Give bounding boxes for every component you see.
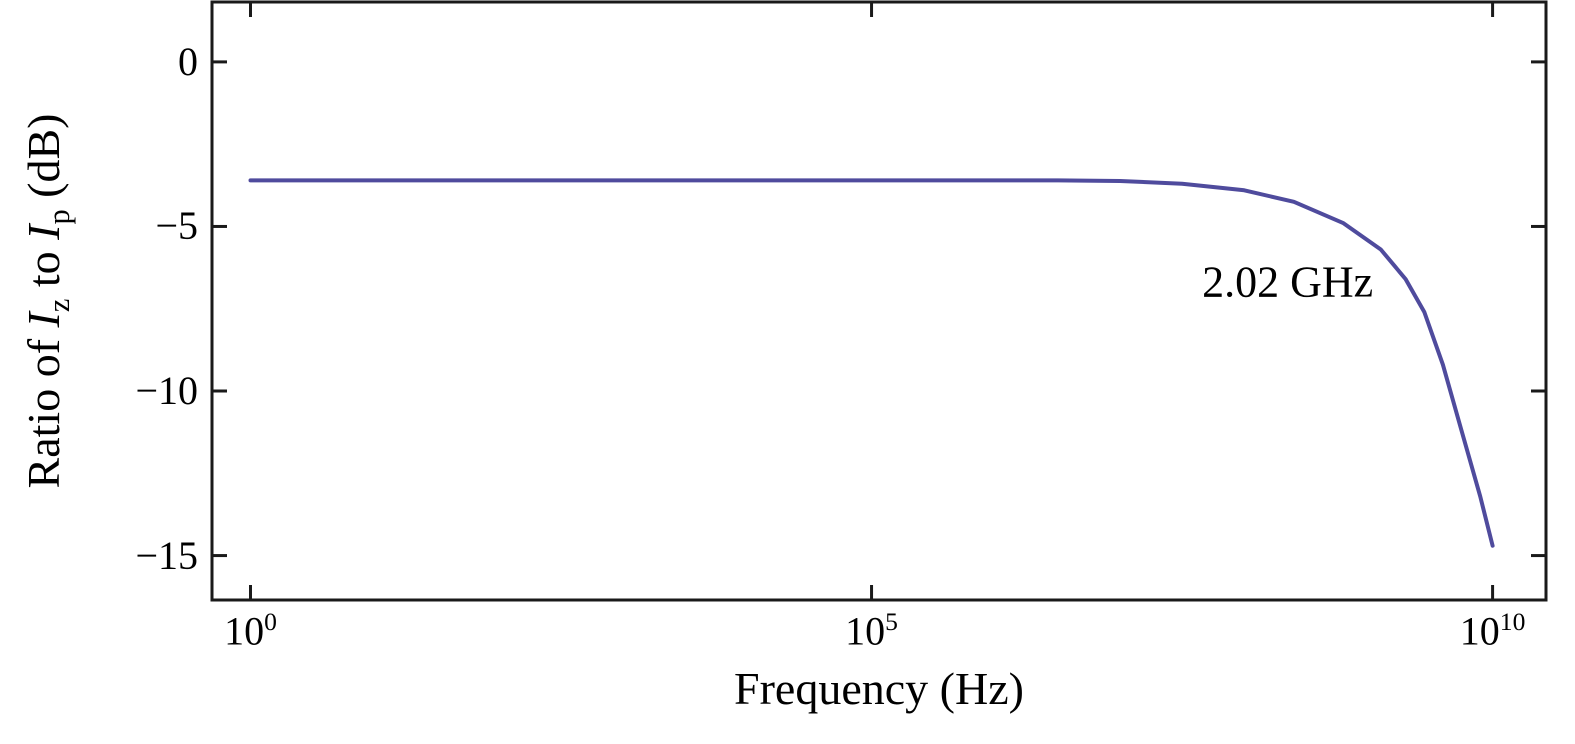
plot-box [210,0,1548,602]
curve-line [248,178,1495,548]
tick-marks [212,2,1546,600]
